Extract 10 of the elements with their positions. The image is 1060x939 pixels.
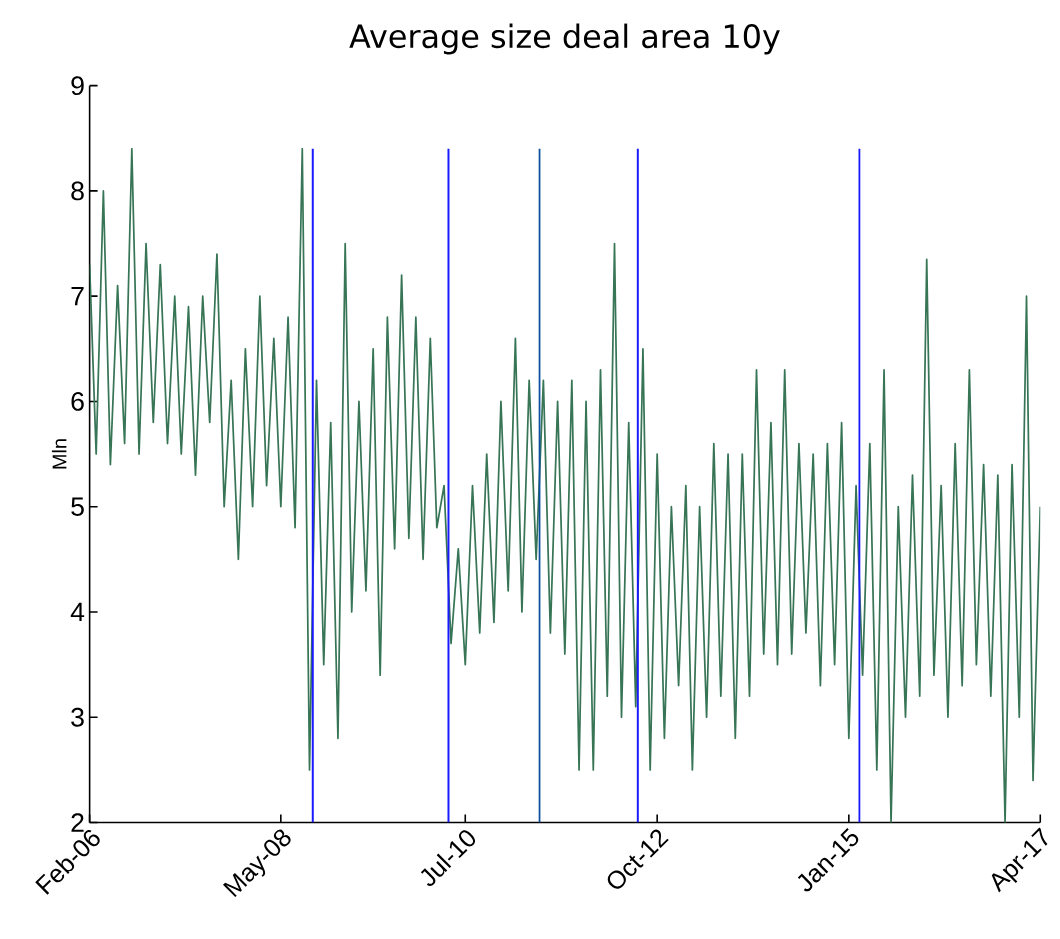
y-tick-label: 2 <box>71 813 84 832</box>
y-tick-label: 5 <box>71 497 84 516</box>
y-tick-label: 8 <box>71 181 84 201</box>
y-tick-label: 7 <box>71 287 84 306</box>
y-axis-title: Mln <box>51 439 67 469</box>
y-tick-label: 3 <box>71 707 84 727</box>
y-tick-label: 9 <box>71 76 84 96</box>
y-tick-label: 6 <box>71 392 84 411</box>
y-tick-label: 4 <box>70 602 85 622</box>
chart-title: Average size deal area 10y <box>349 23 780 55</box>
